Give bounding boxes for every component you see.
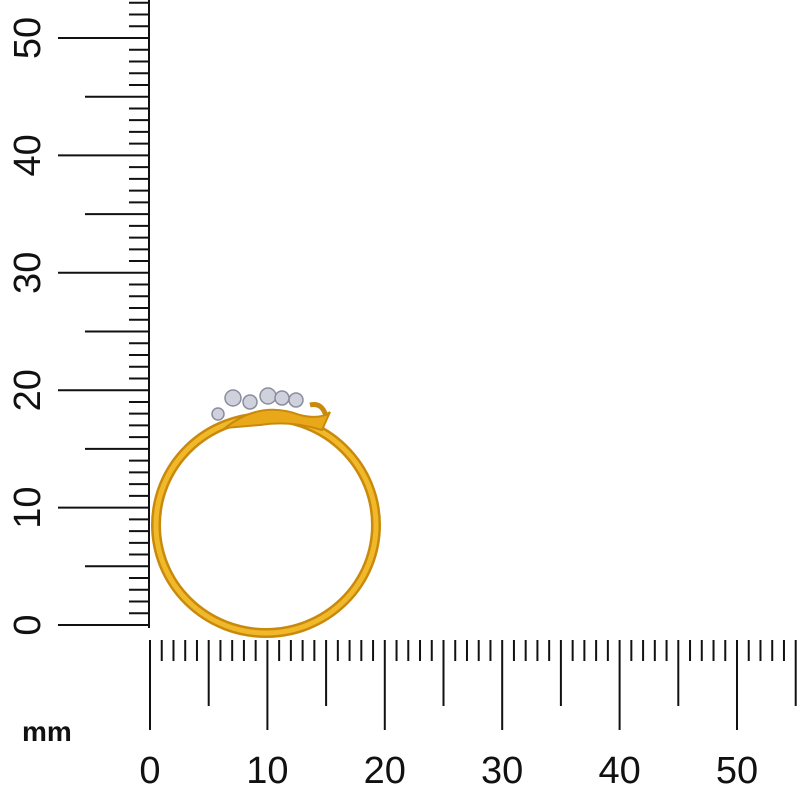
horizontal-label-10: 10 (246, 750, 288, 792)
horizontal-ruler (149, 640, 797, 730)
horizontal-label-40: 40 (598, 750, 640, 792)
horizontal-label-0: 0 (139, 750, 160, 792)
horizontal-label-30: 30 (481, 750, 523, 792)
horizontal-label-50: 50 (716, 750, 758, 792)
unit-label: mm (22, 716, 72, 747)
vertical-label-20: 20 (7, 369, 49, 411)
vertical-ruler (58, 0, 150, 628)
vertical-label-0: 0 (7, 614, 49, 635)
vertical-label-30: 30 (7, 252, 49, 294)
vertical-label-40: 40 (7, 134, 49, 176)
horizontal-label-20: 20 (364, 750, 406, 792)
vertical-label-10: 10 (7, 486, 49, 528)
ring-image (151, 387, 381, 638)
vertical-label-50: 50 (7, 17, 49, 59)
